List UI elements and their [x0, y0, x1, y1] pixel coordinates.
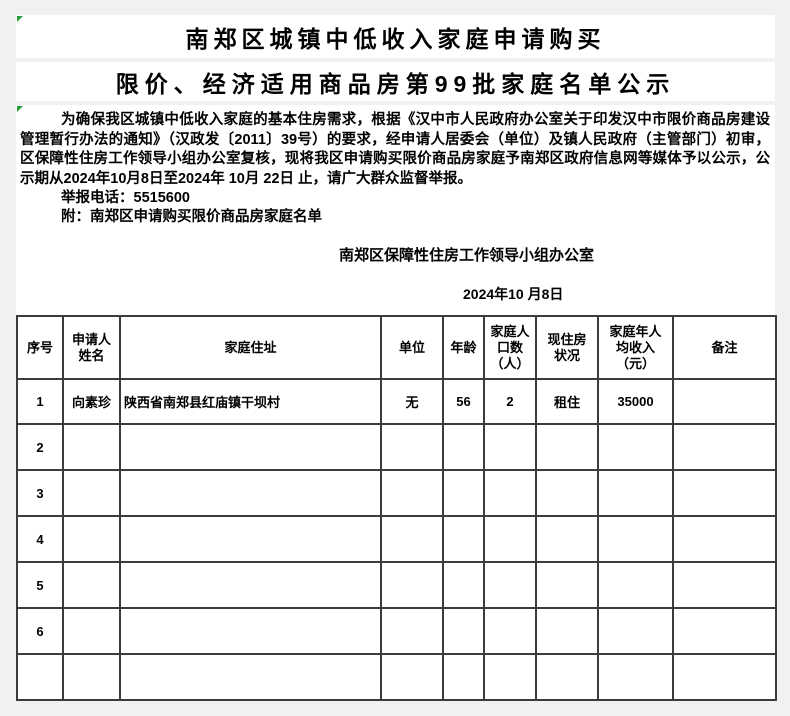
cell-name[interactable] — [62, 515, 121, 563]
cell-address[interactable] — [119, 469, 382, 517]
cell-family-size[interactable] — [483, 607, 537, 655]
cell-age[interactable] — [442, 607, 485, 655]
cell-unit[interactable] — [380, 469, 444, 517]
cell-remark[interactable] — [672, 469, 777, 517]
cell-income[interactable]: 35000 — [597, 378, 674, 425]
cell-address[interactable] — [119, 653, 382, 701]
cell-remark[interactable] — [672, 423, 777, 471]
cell-error-indicator-icon — [17, 16, 23, 22]
header-cell[interactable]: 年龄 — [442, 315, 485, 380]
cell-seq[interactable]: 6 — [16, 607, 64, 655]
cell-address[interactable] — [119, 423, 382, 471]
cell-age[interactable] — [442, 653, 485, 701]
header-cell[interactable]: 申请人 姓名 — [62, 315, 121, 380]
header-cell[interactable]: 家庭人 口数 （人） — [483, 315, 537, 380]
header-cell[interactable]: 家庭年人 均收入 （元） — [597, 315, 674, 380]
notice-paragraph: 为确保我区城镇中低收入家庭的基本住房需求，根据《汉中市人民政府办公室关于印发汉中… — [20, 112, 770, 187]
cell-address[interactable] — [119, 607, 382, 655]
cell-seq[interactable] — [16, 653, 64, 701]
cell-family-size[interactable]: 2 — [483, 378, 537, 425]
header-cell[interactable]: 现住房 状况 — [535, 315, 599, 380]
table-row: 1 向素珍 陕西省南郑县红庙镇干坝村无 56 2 租住 35000 — [16, 378, 777, 425]
cell-unit[interactable] — [380, 653, 444, 701]
cell-remark[interactable] — [672, 515, 777, 563]
table-header-row: 序号 申请人 姓名 家庭住址 单位 年龄 家庭人 口数 （人） 现住房 状况 家庭年人 均收入… — [16, 315, 777, 380]
issuer-line: 南郑区保障性住房工作领导小组办公室 — [339, 247, 595, 264]
attachment-line: 附：南郑区申请购买限价商品房家庭名单 — [61, 209, 322, 225]
table-row — [16, 653, 777, 701]
cell-income[interactable] — [597, 469, 674, 517]
cell-housing-status[interactable] — [535, 607, 599, 655]
cell-age[interactable] — [442, 423, 485, 471]
table-row: 6 — [16, 607, 777, 655]
cell-family-size[interactable] — [483, 653, 537, 701]
cell-seq[interactable]: 1 — [16, 378, 64, 425]
cell-housing-status[interactable] — [535, 561, 599, 609]
cell-housing-status[interactable]: 租住 — [535, 378, 599, 425]
cell-remark[interactable] — [672, 378, 777, 425]
cell-unit[interactable]: 无 — [380, 378, 444, 425]
cell-seq[interactable]: 2 — [16, 423, 64, 471]
table-row: 5 — [16, 561, 777, 609]
cell-income[interactable] — [597, 653, 674, 701]
cell-remark[interactable] — [672, 607, 777, 655]
cell-age[interactable] — [442, 561, 485, 609]
cell-family-size[interactable] — [483, 423, 537, 471]
cell-address[interactable] — [119, 515, 382, 563]
cell-housing-status[interactable] — [535, 423, 599, 471]
cell-address[interactable] — [119, 561, 382, 609]
cell-name[interactable] — [62, 561, 121, 609]
cell-housing-status[interactable] — [535, 469, 599, 517]
page-title-line2: 限价、经济适用商品房第99批家庭名单公示 — [115, 70, 676, 97]
cell-name[interactable] — [62, 423, 121, 471]
table-row: 4 — [16, 515, 777, 563]
cell-name[interactable] — [62, 653, 121, 701]
cell-age[interactable] — [442, 469, 485, 517]
cell-family-size[interactable] — [483, 469, 537, 517]
cell-family-size[interactable] — [483, 515, 537, 563]
cell-seq[interactable]: 4 — [16, 515, 64, 563]
table-row: 2 — [16, 423, 777, 471]
header-cell[interactable]: 家庭住址 — [119, 315, 382, 380]
cell-housing-status[interactable] — [535, 653, 599, 701]
header-cell[interactable]: 单位 — [380, 315, 444, 380]
cell-address[interactable]: 陕西省南郑县红庙镇干坝村 — [119, 378, 382, 425]
cell-housing-status[interactable] — [535, 515, 599, 563]
cell-family-size[interactable] — [483, 561, 537, 609]
cell-unit[interactable] — [380, 561, 444, 609]
title-block-2: 限价、经济适用商品房第99批家庭名单公示 — [16, 62, 775, 101]
cell-income[interactable] — [597, 423, 674, 471]
cell-age[interactable]: 56 — [442, 378, 485, 425]
cell-remark[interactable] — [672, 561, 777, 609]
cell-error-indicator-icon — [17, 106, 23, 112]
cell-unit[interactable] — [380, 423, 444, 471]
header-cell[interactable]: 备注 — [672, 315, 777, 380]
cell-name[interactable] — [62, 469, 121, 517]
cell-name[interactable]: 向素珍 — [62, 378, 121, 425]
notice-body-block: 为确保我区城镇中低收入家庭的基本住房需求，根据《汉中市人民政府办公室关于印发汉中… — [16, 105, 777, 701]
cell-unit[interactable] — [380, 607, 444, 655]
title-block-1: 南郑区城镇中低收入家庭申请购买 — [16, 15, 775, 58]
applicant-table-body: 1 向素珍 陕西省南郑县红庙镇干坝村无 56 2 租住 35000 2 3 4 5 6 — [16, 378, 777, 701]
date-line: 2024年10 月8日 — [463, 286, 564, 302]
cell-income[interactable] — [597, 515, 674, 563]
table-row: 3 — [16, 469, 777, 517]
page-title-line1: 南郑区城镇中低收入家庭申请购买 — [185, 25, 606, 52]
hotline-line: 举报电话：5515600 — [61, 190, 190, 206]
cell-unit[interactable] — [380, 515, 444, 563]
cell-income[interactable] — [597, 607, 674, 655]
cell-age[interactable] — [442, 515, 485, 563]
applicant-table: 序号 申请人 姓名 家庭住址 单位 年龄 家庭人 口数 （人） 现住房 状况 家庭年人 均收入… — [16, 315, 777, 701]
cell-seq[interactable]: 3 — [16, 469, 64, 517]
header-cell[interactable]: 序号 — [16, 315, 64, 380]
cell-name[interactable] — [62, 607, 121, 655]
cell-seq[interactable]: 5 — [16, 561, 64, 609]
cell-remark[interactable] — [672, 653, 777, 701]
cell-income[interactable] — [597, 561, 674, 609]
